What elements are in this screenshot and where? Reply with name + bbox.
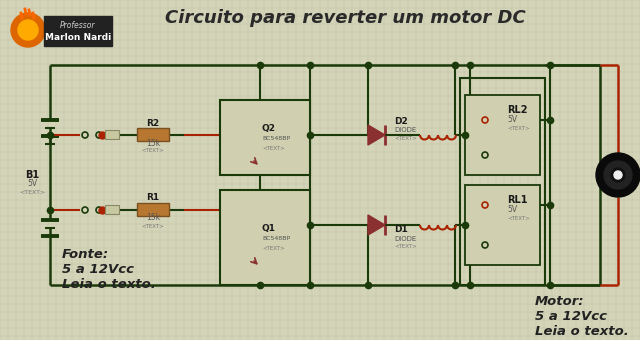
Text: 15k: 15k <box>146 138 160 148</box>
Text: <TEXT>: <TEXT> <box>394 136 417 140</box>
Text: Marlon Nardi: Marlon Nardi <box>45 34 111 42</box>
Text: Professor: Professor <box>60 21 96 31</box>
Text: Q1: Q1 <box>262 224 276 234</box>
Text: RL1: RL1 <box>507 195 527 205</box>
Text: B1: B1 <box>25 170 39 180</box>
Circle shape <box>614 171 622 179</box>
Circle shape <box>611 168 625 182</box>
Text: <TEXT>: <TEXT> <box>394 244 417 250</box>
Circle shape <box>11 13 45 47</box>
Text: 5V: 5V <box>507 115 517 123</box>
Bar <box>220 190 310 285</box>
Text: Q2: Q2 <box>262 124 276 134</box>
Bar <box>44 16 112 46</box>
Bar <box>220 100 310 175</box>
Circle shape <box>596 153 640 197</box>
Text: <TEXT>: <TEXT> <box>262 147 285 152</box>
Bar <box>137 203 169 216</box>
Text: 5V: 5V <box>27 180 37 188</box>
Text: <TEXT>: <TEXT> <box>507 216 530 221</box>
Text: DIODE: DIODE <box>394 236 416 242</box>
Text: RL2: RL2 <box>507 105 527 115</box>
Bar <box>460 78 545 285</box>
Bar <box>465 95 540 175</box>
Text: D1: D1 <box>394 225 408 235</box>
Text: <TEXT>: <TEXT> <box>141 223 164 228</box>
Text: DIODE: DIODE <box>394 127 416 133</box>
Circle shape <box>604 161 632 189</box>
Bar <box>465 185 540 265</box>
Text: Circuito para reverter um motor DC: Circuito para reverter um motor DC <box>164 9 525 27</box>
Text: <TEXT>: <TEXT> <box>141 149 164 153</box>
Text: 5V: 5V <box>507 204 517 214</box>
Text: <TEXT>: <TEXT> <box>507 125 530 131</box>
Text: R1: R1 <box>147 193 159 203</box>
Polygon shape <box>368 125 385 145</box>
Text: D2: D2 <box>394 117 408 125</box>
Bar <box>105 205 119 214</box>
Text: <TEXT>: <TEXT> <box>262 246 285 252</box>
Text: Motor:
5 a 12Vcc
Leia o texto.: Motor: 5 a 12Vcc Leia o texto. <box>535 295 628 338</box>
Polygon shape <box>368 215 385 235</box>
Text: R2: R2 <box>147 119 159 128</box>
Text: BC548BP: BC548BP <box>262 136 290 141</box>
Bar <box>137 128 169 141</box>
Text: <TEXT>: <TEXT> <box>19 189 45 194</box>
Text: BC548BP: BC548BP <box>262 237 290 241</box>
Text: Fonte:
5 a 12Vcc
Leia o texto.: Fonte: 5 a 12Vcc Leia o texto. <box>62 248 156 291</box>
Bar <box>105 130 119 139</box>
Circle shape <box>18 20 38 40</box>
Text: 15k: 15k <box>146 214 160 222</box>
